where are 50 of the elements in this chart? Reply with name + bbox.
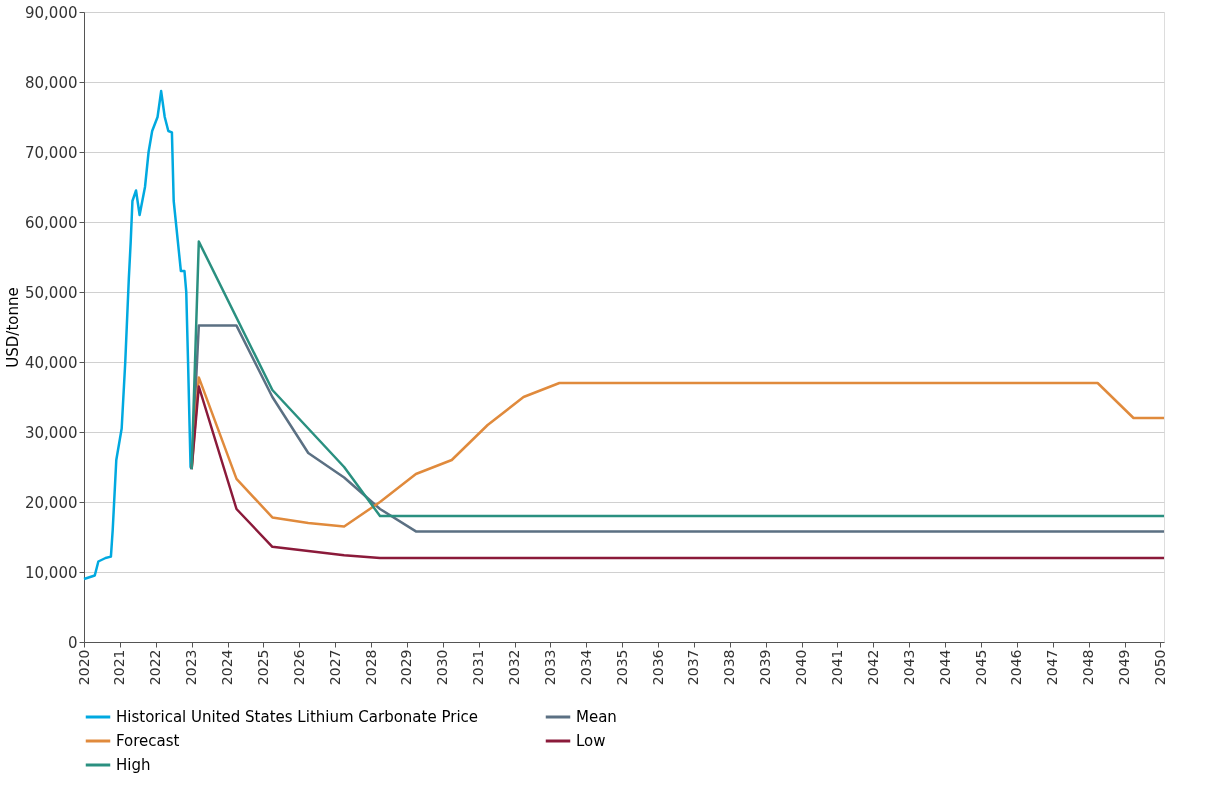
x-tick-label: 2027 [326,649,343,686]
y-tick-label: 30,000 [25,423,78,442]
line-series [190,240,1166,518]
y-tick-label: 10,000 [25,563,78,582]
x-tick-label: 2032 [506,649,523,686]
legend-label: Forecast [116,732,180,750]
y-tick-label: 50,000 [25,283,78,302]
x-tick-label: 2050 [1151,649,1168,686]
x-tick-label: 2041 [828,649,845,686]
line-series [190,385,1166,560]
x-tick-label: 2030 [434,649,451,686]
x-tick-label: 2021 [111,649,128,686]
x-tick-label: 2025 [254,649,271,686]
x-tick-label: 2036 [649,649,666,686]
line-series [82,89,193,581]
y-tick-label: 80,000 [25,73,78,92]
x-tick-label: 2026 [290,649,307,686]
y-tick-label: 20,000 [25,493,78,512]
y-tick-label: 60,000 [25,213,78,232]
x-tick-label: 2034 [577,649,594,686]
x-tick-label: 2047 [1044,649,1061,686]
x-tick-label: 2043 [900,649,917,686]
legend-label: High [116,756,151,774]
x-tick-label: 2046 [1008,649,1025,686]
x-tick-label: 2038 [721,649,738,686]
x-tick-label: 2048 [1080,649,1097,686]
legend-label: Low [576,732,606,750]
y-tick-label: 0 [67,633,78,652]
x-tick-label: 2033 [541,649,558,686]
y-tick-label: 70,000 [25,143,78,162]
x-tick-label: 2029 [398,649,415,686]
x-tick-label: 2037 [685,649,702,686]
x-tick-label: 2044 [936,649,953,686]
y-tick-label: 90,000 [25,3,78,22]
x-tick-label: 2045 [972,649,989,686]
x-tick-label: 2028 [362,649,379,686]
x-tick-label: 2031 [470,649,487,686]
x-tick-label: 2039 [757,649,774,686]
x-tick-label: 2020 [75,649,92,686]
x-tick-label: 2042 [864,649,881,686]
x-tick-label: 2035 [613,649,630,686]
x-tick-label: 2023 [183,649,200,686]
legend-label: Mean [576,708,617,726]
y-axis-title: USD/tonne [4,287,23,368]
x-tick-label: 2024 [219,649,236,686]
x-tick-label: 2049 [1116,649,1133,686]
x-tick-label: 2040 [793,649,810,686]
x-tick-label: 2022 [147,649,164,686]
y-tick-label: 40,000 [25,353,78,372]
legend-label: Historical United States Lithium Carbonate Price [116,708,479,726]
